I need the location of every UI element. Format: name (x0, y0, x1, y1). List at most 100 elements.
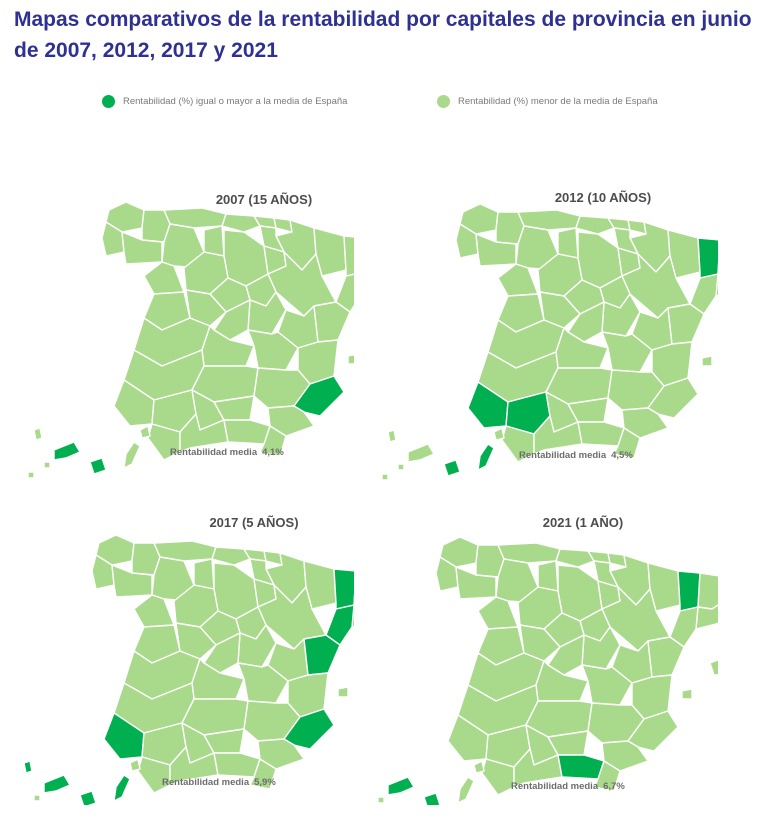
legend-swatch-above-icon (102, 94, 115, 108)
province-gran-canaria (423, 792, 441, 805)
province-gran-canaria (443, 459, 461, 477)
province-la-palma (387, 429, 397, 443)
province-granada (557, 754, 605, 780)
province-tarragona (335, 273, 354, 313)
province-huesca (313, 227, 347, 277)
province-tarragona (669, 606, 699, 648)
province-alava (613, 227, 639, 255)
province-alava (249, 558, 275, 586)
province-almeria (613, 427, 641, 459)
provinces-group (17, 534, 354, 805)
province-la-gomera (33, 794, 41, 802)
map-svg-2017 (17, 534, 354, 805)
map-svg-2007 (27, 201, 354, 479)
province-huesca (303, 560, 337, 610)
province-tarragona (325, 604, 354, 646)
province-cantabria (555, 548, 595, 568)
province-fuerteventura (477, 443, 495, 471)
province-madrid (203, 632, 241, 674)
province-palencia (557, 227, 579, 259)
provinces-group (378, 536, 718, 805)
province-almeria (259, 425, 287, 457)
province-avila (175, 622, 217, 660)
province-la-palma (23, 760, 33, 774)
province-cuenca (237, 662, 289, 704)
province-la-palma (33, 427, 43, 441)
province-el-hierro (381, 473, 389, 480)
province-granada (213, 752, 261, 778)
map-panel-2007: 2007 (15 AÑOS) Rentabilidad media 4,1% (14, 180, 354, 480)
map-title-2012: 2012 (10 AÑOS) (554, 190, 652, 205)
province-gran-canaria (79, 790, 97, 805)
province-cantabria (575, 215, 615, 235)
province-ibiza (337, 686, 349, 698)
province-fuerteventura (113, 774, 131, 802)
province-lleida (343, 235, 354, 277)
province-castellon (647, 636, 685, 678)
province-cuenca (581, 664, 633, 706)
province-mallorca (709, 659, 718, 676)
map-svg-2012 (381, 203, 718, 480)
province-huesca (647, 562, 681, 612)
province-almeria (249, 758, 277, 790)
province-huelva (113, 379, 155, 427)
map-panel-2012: 2012 (10 AÑOS) Rentabilidad media 4,5% (378, 180, 718, 480)
provinces-group (381, 203, 718, 480)
province-palencia (203, 225, 225, 257)
province-lleida (697, 237, 718, 279)
province-pontevedra (91, 554, 115, 590)
province-granada (223, 419, 271, 445)
province-avila (185, 289, 227, 327)
page-title: Mapas comparativos de la rentabilidad po… (14, 8, 752, 62)
province-la-gomera (43, 461, 51, 469)
province-cuenca (247, 329, 299, 371)
average-2012: Rentabilidad media 4,5% (519, 450, 633, 461)
province-huelva (467, 381, 509, 429)
province-girona (697, 572, 718, 610)
map-panel-2021: 2021 (1 AÑO) Rentabilidad media 6,7% (378, 505, 718, 805)
province-la-gomera (397, 463, 405, 471)
province-madrid (547, 634, 585, 676)
legend-item-below-average: Rentabilidad (%) menor de la media de Es… (437, 92, 658, 110)
average-2021: Rentabilidad media 6,7% (511, 781, 625, 792)
province-huelva (447, 714, 489, 762)
province-alava (593, 560, 619, 588)
legend-label-below: Rentabilidad (%) menor de la media de Es… (458, 95, 658, 107)
province-gran-canaria (89, 457, 107, 475)
province-tenerife (43, 774, 71, 794)
province-tenerife (387, 776, 415, 796)
province-lanzarote (129, 758, 141, 772)
province-ibiza (701, 355, 713, 367)
province-avila (519, 624, 561, 662)
province-almeria (593, 760, 621, 792)
map-title-2017: 2017 (5 AÑOS) (209, 515, 299, 530)
map-svg-2021 (378, 536, 718, 805)
province-fuerteventura (457, 776, 475, 804)
province-lanzarote (473, 760, 485, 774)
province-castellon (313, 301, 351, 343)
province-palencia (537, 560, 559, 592)
province-avila (539, 291, 581, 329)
province-lanzarote (493, 427, 505, 441)
provinces-group (27, 201, 354, 479)
province-cuenca (601, 331, 653, 373)
province-el-hierro (27, 471, 35, 479)
province-tenerife (53, 441, 81, 461)
province-ibiza (347, 354, 354, 365)
province-huesca (667, 229, 701, 279)
province-lleida (677, 570, 701, 612)
province-la-gomera (378, 796, 385, 804)
average-2017: Rentabilidad media 5,9% (162, 777, 276, 788)
province-granada (577, 421, 625, 447)
province-palencia (193, 558, 215, 590)
legend-label-above: Rentabilidad (%) igual o mayor a la medi… (123, 95, 348, 107)
province-castellon (303, 634, 341, 676)
province-cantabria (221, 213, 261, 233)
province-tenerife (407, 443, 435, 463)
province-cantabria (211, 546, 251, 566)
map-panel-2017: 2017 (5 AÑOS) Rentabilidad media 5,9% (14, 505, 354, 805)
province-huelva (103, 712, 145, 760)
province-lanzarote (139, 425, 151, 439)
province-alava (259, 225, 285, 253)
legend-item-above-average: Rentabilidad (%) igual o mayor a la medi… (102, 92, 347, 110)
